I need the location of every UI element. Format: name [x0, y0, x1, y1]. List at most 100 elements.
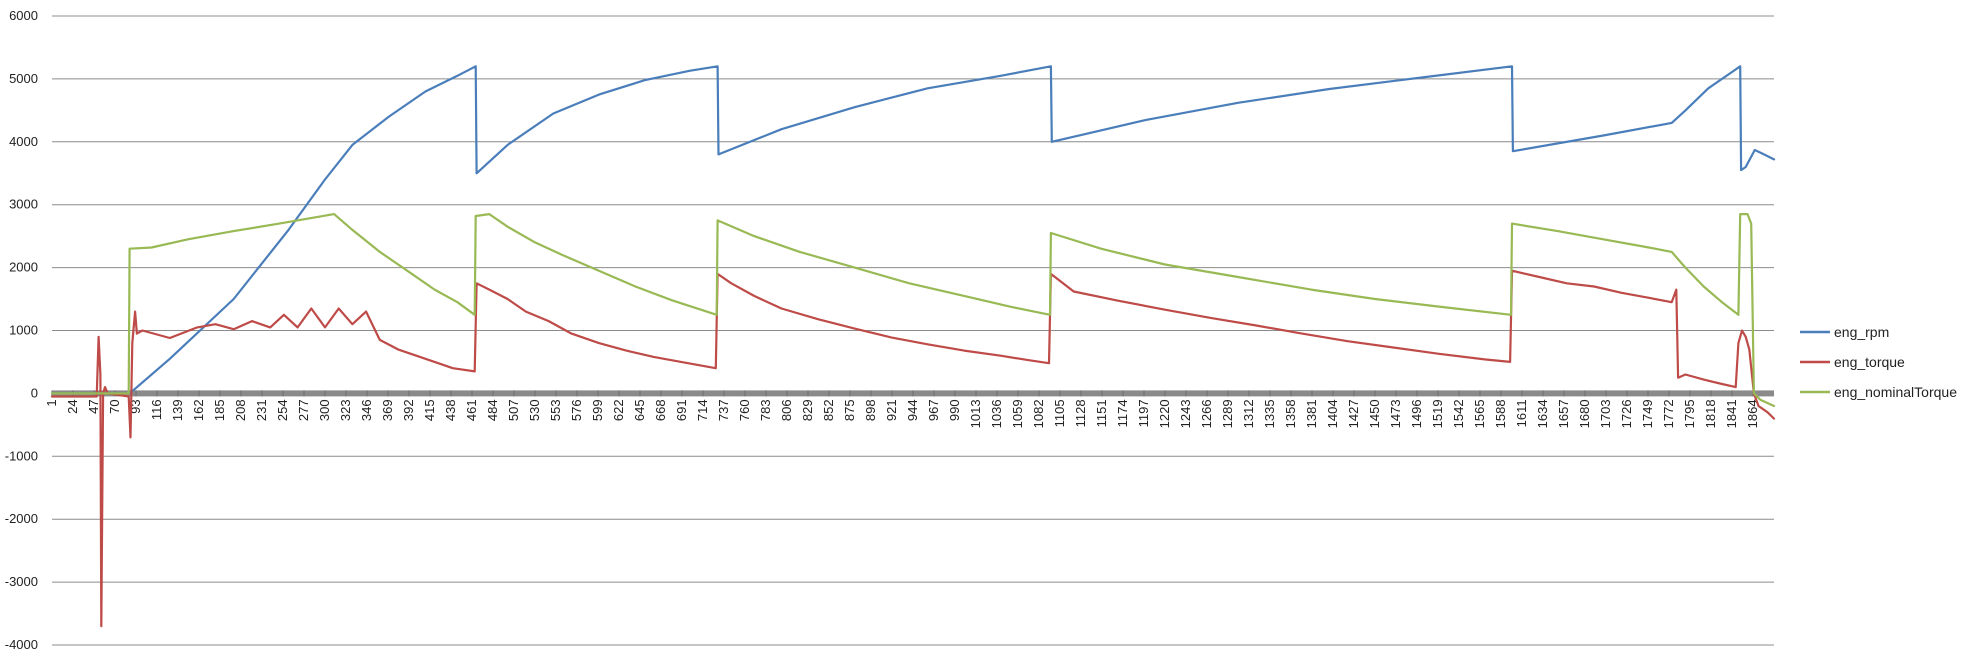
- x-tick-label: 1: [44, 399, 59, 406]
- x-tick-label: 162: [191, 399, 206, 421]
- x-tick-label: 783: [758, 399, 773, 421]
- x-tick-label: 599: [590, 399, 605, 421]
- x-tick-label: 1266: [1199, 399, 1214, 428]
- x-tick-label: 1013: [968, 399, 983, 428]
- x-tick-label: 208: [233, 399, 248, 421]
- x-tick-label: 1542: [1451, 399, 1466, 428]
- legend-label: eng_torque: [1834, 354, 1905, 370]
- x-tick-label: 668: [653, 399, 668, 421]
- x-tick-label: 1427: [1346, 399, 1361, 428]
- x-tick-label: 1243: [1178, 399, 1193, 428]
- x-tick-label: 323: [338, 399, 353, 421]
- x-tick-label: 576: [569, 399, 584, 421]
- x-tick-label: 139: [170, 399, 185, 421]
- y-tick-label: 3000: [9, 197, 38, 212]
- x-tick-label: 300: [317, 399, 332, 421]
- y-tick-label: 4000: [9, 134, 38, 149]
- x-tick-label: 1220: [1157, 399, 1172, 428]
- y-tick-label: 1000: [9, 323, 38, 338]
- x-tick-label: 1335: [1262, 399, 1277, 428]
- x-tick-label: 1795: [1682, 399, 1697, 428]
- x-tick-label: 1864: [1745, 399, 1760, 428]
- x-tick-label: 277: [296, 399, 311, 421]
- y-tick-label: -4000: [5, 637, 38, 649]
- x-tick-label: 1197: [1136, 399, 1151, 427]
- x-tick-label: 530: [527, 399, 542, 421]
- x-tick-label: 714: [695, 399, 710, 421]
- x-tick-label: 1174: [1115, 399, 1130, 427]
- x-tick-label: 70: [107, 399, 122, 413]
- x-tick-label: 369: [380, 399, 395, 421]
- x-tick-label: 691: [674, 399, 689, 421]
- x-tick-label: 254: [275, 399, 290, 421]
- x-tick-label: 1358: [1283, 399, 1298, 428]
- x-tick-label: 1634: [1535, 399, 1550, 428]
- x-tick-label: 484: [485, 399, 500, 421]
- x-tick-label: 47: [86, 399, 101, 413]
- x-tick-label: 1473: [1388, 399, 1403, 428]
- x-tick-label: 24: [65, 399, 80, 413]
- x-tick-label: 1496: [1409, 399, 1424, 428]
- y-axis-tick-labels: -4000 -3000 -2000 -1000 0 1000 2000 3000 4000 500…: [5, 8, 38, 649]
- x-tick-label: 1381: [1304, 399, 1319, 428]
- x-tick-label: 1680: [1577, 399, 1592, 428]
- x-tick-label: 1657: [1556, 399, 1571, 428]
- x-tick-label: 1082: [1031, 399, 1046, 428]
- x-tick-label: 185: [212, 399, 227, 421]
- x-tick-label: 1565: [1472, 399, 1487, 428]
- x-tick-label: 967: [926, 399, 941, 421]
- x-tick-label: 438: [443, 399, 458, 421]
- x-tick-label: 622: [611, 399, 626, 421]
- x-tick-label: 1128: [1073, 399, 1088, 427]
- y-tick-label: -3000: [5, 574, 38, 589]
- x-tick-label: 116: [149, 399, 164, 420]
- x-tick-label: 1818: [1703, 399, 1718, 428]
- x-tick-label: 829: [800, 399, 815, 421]
- x-tick-label: 507: [506, 399, 521, 421]
- x-tick-label: 852: [821, 399, 836, 421]
- x-tick-label: 1450: [1367, 399, 1382, 428]
- x-tick-label: 806: [779, 399, 794, 421]
- x-tick-label: 346: [359, 399, 374, 421]
- y-tick-label: 2000: [9, 260, 38, 275]
- x-tick-label: 645: [632, 399, 647, 421]
- x-tick-label: 1519: [1430, 399, 1445, 428]
- x-tick-label: 944: [905, 399, 920, 421]
- x-tick-label: 921: [884, 399, 899, 421]
- series-line-eng-rpm: [50, 65, 1776, 395]
- y-tick-label: 0: [31, 385, 38, 400]
- x-tick-label: 1749: [1640, 399, 1655, 428]
- x-tick-label: 1289: [1220, 399, 1235, 428]
- y-tick-label: 6000: [9, 8, 38, 23]
- legend-label: eng_nominalTorque: [1834, 384, 1957, 400]
- legend: eng_rpm eng_torque eng_nominalTorque: [1800, 324, 1957, 400]
- x-tick-label: 1611: [1514, 399, 1529, 427]
- x-tick-label: 875: [842, 399, 857, 421]
- x-tick-label: 1312: [1241, 399, 1256, 428]
- x-tick-label: 1404: [1325, 399, 1340, 428]
- x-tick-label: 392: [401, 399, 416, 421]
- x-tick-label: 898: [863, 399, 878, 421]
- x-tick-label: 1726: [1619, 399, 1634, 428]
- x-axis: 1 24 47 70 93 116 139 162 185 208 231 254 277 300 323 3…: [44, 390, 1774, 428]
- x-tick-label: 1703: [1598, 399, 1613, 428]
- x-tick-label: 415: [422, 399, 437, 421]
- x-tick-label: 1588: [1493, 399, 1508, 428]
- y-tick-label: -1000: [5, 448, 38, 463]
- x-tick-label: 1036: [989, 399, 1004, 428]
- x-tick-label: 990: [947, 399, 962, 421]
- x-tick-label: 461: [464, 399, 479, 421]
- x-tick-label: 760: [737, 399, 752, 421]
- x-tick-label: 231: [254, 399, 269, 421]
- x-tick-label: 1841: [1724, 399, 1739, 428]
- y-tick-label: 5000: [9, 71, 38, 86]
- series-lines: [50, 65, 1776, 628]
- x-tick-label: 1772: [1661, 399, 1676, 428]
- x-tick-label: 1151: [1094, 399, 1109, 427]
- x-tick-label: 1059: [1010, 399, 1025, 428]
- series-line-eng-torque: [50, 269, 1776, 628]
- legend-label: eng_rpm: [1834, 324, 1889, 340]
- series-line-eng-nominaltorque: [50, 213, 1776, 408]
